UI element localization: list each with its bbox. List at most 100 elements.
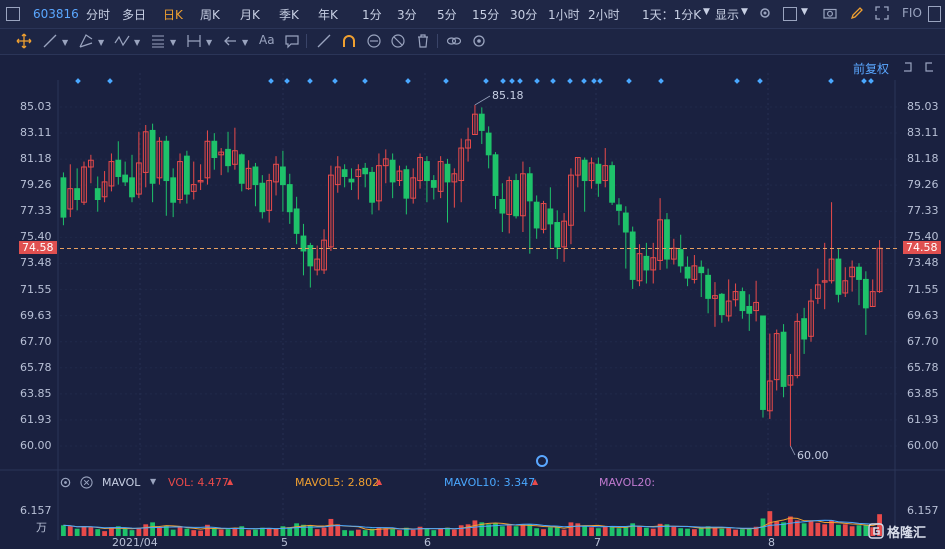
measure-tool-icon[interactable] <box>186 33 202 49</box>
watermark-text: 格隆汇 <box>887 526 927 541</box>
gear-icon[interactable] <box>59 476 72 489</box>
volume-bar <box>280 526 286 536</box>
up-arrow-icon: ▲ <box>227 477 234 486</box>
candle-body <box>705 274 712 299</box>
volume-bar <box>623 526 629 536</box>
tab-8[interactable]: 3分 <box>397 8 417 22</box>
redo-icon[interactable] <box>922 60 936 74</box>
chevron-down-icon[interactable]: ▼ <box>741 7 748 17</box>
tab-1[interactable]: 多日 <box>122 8 147 22</box>
fib-tool-icon[interactable] <box>150 33 166 49</box>
gear-icon[interactable] <box>758 6 772 20</box>
pencil-icon[interactable] <box>850 6 864 20</box>
camera-icon[interactable] <box>823 6 837 20</box>
candle-body <box>712 295 718 299</box>
volume-bar <box>836 524 841 536</box>
candle-body <box>540 203 547 230</box>
tab-12[interactable]: 1小时 <box>548 8 580 22</box>
wave-tool-icon[interactable] <box>114 33 130 49</box>
event-marker <box>658 78 664 84</box>
chevron-down-icon[interactable]: ▼ <box>801 7 808 17</box>
volume-bar <box>726 528 732 536</box>
ruler-icon[interactable] <box>316 33 332 49</box>
tab-2[interactable]: 日K <box>163 8 183 22</box>
candle-body <box>780 331 787 387</box>
chevron-down-icon[interactable]: ▼ <box>150 477 157 486</box>
tab-7[interactable]: 1分 <box>362 8 382 22</box>
candle-body <box>382 158 389 167</box>
candle-body <box>87 159 94 168</box>
event-marker <box>75 78 81 84</box>
line-tool-icon[interactable] <box>42 33 58 49</box>
candle-body <box>732 291 739 301</box>
event-marker <box>757 78 763 84</box>
tab-4[interactable]: 月K <box>240 8 260 22</box>
candle-body <box>856 266 862 280</box>
tab-11[interactable]: 30分 <box>510 8 538 22</box>
trash-icon[interactable] <box>415 33 431 49</box>
tab-13[interactable]: 2小时 <box>588 8 620 22</box>
fio-label[interactable]: FIO <box>902 6 922 20</box>
tab-6[interactable]: 年K <box>318 8 338 22</box>
volume-bar <box>541 529 546 536</box>
chevron-down-icon[interactable]: ▼ <box>62 38 69 47</box>
lock-drawing-icon[interactable] <box>366 33 382 49</box>
scroll-to-latest-button[interactable] <box>536 455 548 467</box>
volume-bar <box>129 530 135 536</box>
volume-bar <box>74 528 80 536</box>
volume-bar <box>266 528 272 536</box>
candle-body <box>760 315 766 410</box>
magnet-icon[interactable] <box>341 33 357 49</box>
tab-9[interactable]: 5分 <box>437 8 457 22</box>
comment-icon[interactable] <box>284 33 300 49</box>
hide-drawing-icon[interactable] <box>390 33 406 49</box>
window-button[interactable] <box>928 6 941 22</box>
mavol-selector[interactable]: MAVOL <box>102 476 141 489</box>
display-menu[interactable]: 显示 <box>715 8 740 22</box>
tab-10[interactable]: 15分 <box>472 8 500 22</box>
chevron-down-icon[interactable]: ▼ <box>242 38 249 47</box>
volume-bar <box>143 524 149 536</box>
candle-body <box>170 177 177 203</box>
crosshair-icon[interactable] <box>16 33 32 49</box>
settings-icon[interactable] <box>471 33 487 49</box>
volume-bar <box>746 528 752 536</box>
link-icon[interactable] <box>446 33 462 49</box>
chevron-down-icon[interactable]: ▼ <box>134 38 141 47</box>
undo-icon[interactable] <box>901 60 915 74</box>
close-icon[interactable] <box>80 476 93 489</box>
candle-body <box>801 318 808 340</box>
tab-5[interactable]: 季K <box>279 8 299 22</box>
volume-bar <box>685 528 690 536</box>
chevron-down-icon[interactable]: ▼ <box>703 7 710 17</box>
volume-bar <box>877 514 882 536</box>
fullscreen-icon[interactable] <box>875 6 889 20</box>
volume-bar <box>575 523 581 536</box>
candle-body <box>156 140 163 179</box>
arrow-tool-icon[interactable] <box>222 33 238 49</box>
volume-bar <box>657 523 663 536</box>
channel-tool-icon[interactable] <box>78 33 94 49</box>
candle-body <box>163 140 170 182</box>
volume-bar <box>499 526 505 536</box>
price-adjust-menu[interactable]: 前复权 <box>852 62 889 76</box>
candle-body <box>321 239 327 271</box>
period-select[interactable]: 1天：1分K <box>642 8 702 22</box>
candle-body <box>698 266 705 274</box>
text-tool[interactable]: Aa <box>259 33 275 47</box>
volume-bar <box>198 530 203 536</box>
chevron-down-icon[interactable]: ▼ <box>170 38 177 47</box>
volume-bar <box>397 530 402 536</box>
volume-bar <box>328 518 334 536</box>
tab-3[interactable]: 周K <box>200 8 220 22</box>
tab-0[interactable]: 分时 <box>86 8 111 22</box>
layout-toggle-icon[interactable] <box>783 7 797 21</box>
price-tick: 61.93 <box>907 412 939 426</box>
event-marker <box>268 78 274 84</box>
chevron-down-icon[interactable]: ▼ <box>98 38 105 47</box>
event-marker <box>550 78 556 84</box>
volume-bar <box>115 526 121 536</box>
chevron-down-icon[interactable]: ▼ <box>206 38 213 47</box>
sidebar-toggle-icon[interactable] <box>6 7 20 21</box>
